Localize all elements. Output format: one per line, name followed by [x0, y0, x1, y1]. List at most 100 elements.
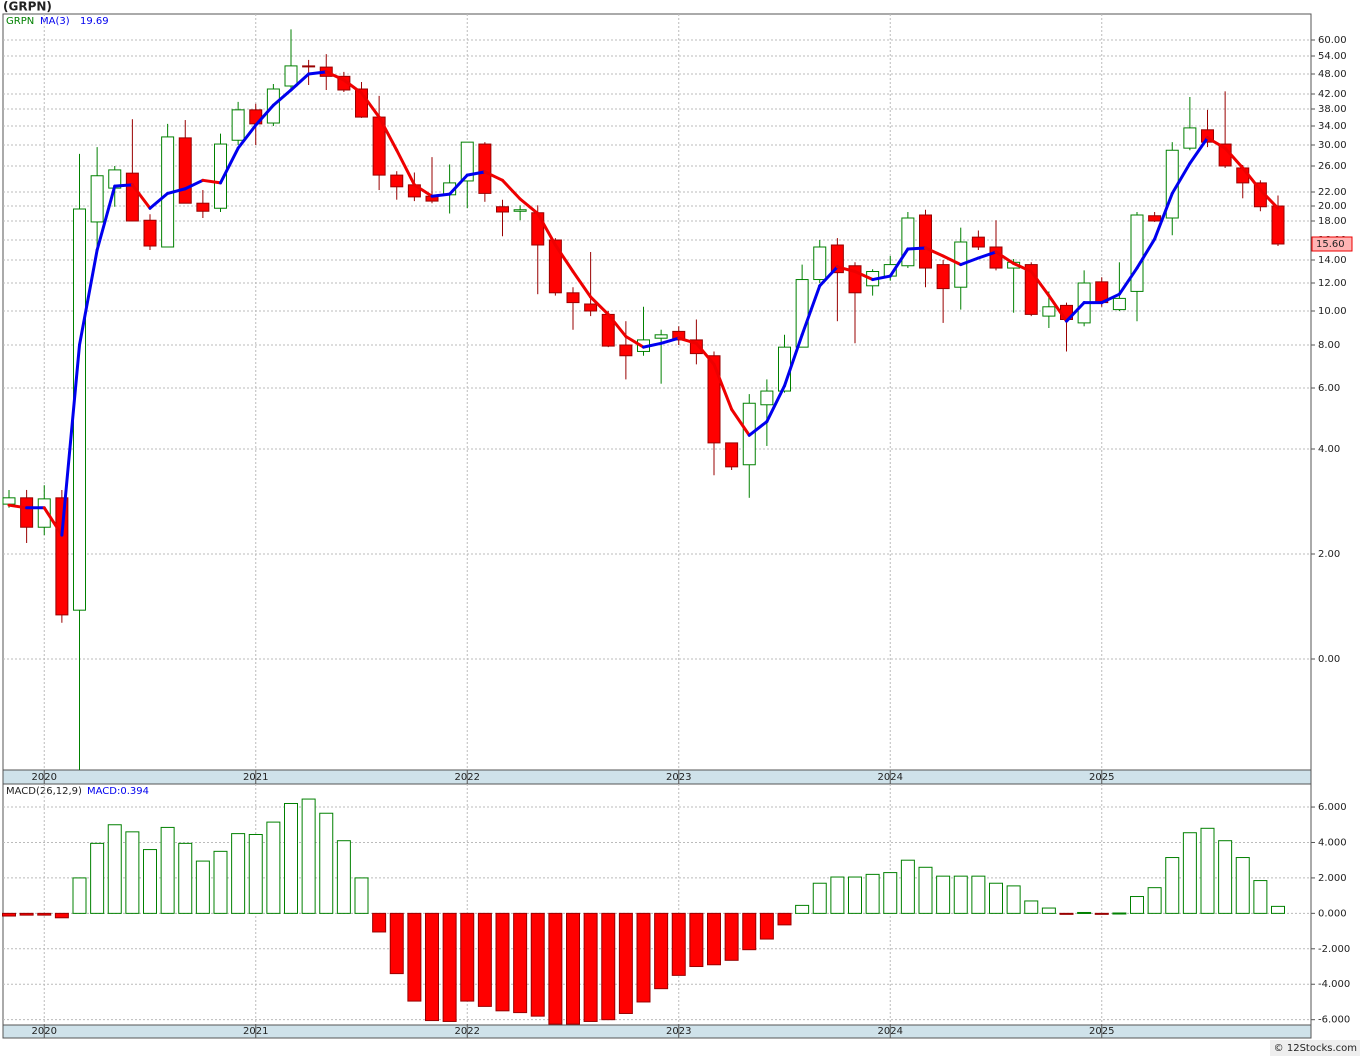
x-tick-label: 2025: [1089, 772, 1114, 783]
macd-bar: [1006, 885, 1021, 914]
macd-bar: [1041, 907, 1056, 914]
x-tick-label: 2020: [32, 1026, 57, 1037]
macd-bar: [566, 912, 580, 1025]
macd-bar: [618, 912, 633, 1014]
macd-bar: [354, 877, 369, 914]
ma-segment: [941, 254, 963, 267]
ma-segment: [60, 343, 81, 537]
y-tick-label: 34.00: [1318, 121, 1347, 132]
macd-bar: [319, 812, 334, 914]
macd-bar: [654, 912, 669, 990]
x-tick-label: 2025: [1089, 1026, 1114, 1037]
y-tick-label: 30.00: [1318, 140, 1347, 151]
macd-bar: [266, 821, 281, 914]
ma-segment: [412, 183, 434, 198]
ma-segment: [677, 336, 698, 345]
candle-body: [989, 246, 1003, 269]
y-tick-label: 8.00: [1318, 340, 1340, 351]
ma-segment: [694, 341, 716, 366]
candle-body: [548, 239, 562, 294]
macd-bar: [1059, 912, 1074, 915]
ma-segment: [924, 246, 945, 258]
ma-segment: [130, 183, 152, 210]
macd-bar: [689, 912, 704, 968]
candle-body: [214, 143, 227, 209]
ma-segment: [95, 184, 117, 252]
ma-segment: [448, 173, 469, 196]
macd-bar: [407, 912, 422, 1002]
macd-bar: [2, 912, 16, 917]
y-tick-label: 14.00: [1318, 255, 1347, 266]
candle-body: [1271, 205, 1285, 245]
candle-body: [125, 172, 139, 222]
macd-bar: [284, 802, 298, 914]
macd-bar: [848, 876, 862, 914]
macd-bar: [513, 912, 528, 1014]
ma-segment: [783, 333, 804, 388]
ma-segment: [78, 248, 99, 347]
macd-bar: [54, 912, 69, 919]
macd-bar: [425, 912, 439, 1022]
ma-segment: [465, 170, 487, 177]
ma-segment: [236, 123, 258, 150]
candle-body: [707, 355, 721, 444]
last-price-label: 15.60: [1316, 239, 1345, 250]
ma-segment: [360, 91, 381, 119]
ma-segment: [254, 103, 275, 127]
ma-segment: [800, 284, 822, 337]
macd-bar: [1024, 900, 1039, 914]
ma-segment: [395, 148, 416, 187]
candle-body: [566, 292, 580, 304]
macd-bar: [107, 824, 122, 914]
x-tick-label: 2023: [666, 772, 691, 783]
ma-segment: [518, 197, 540, 215]
macd-bar: [989, 882, 1003, 914]
ma-segment: [307, 70, 328, 76]
ma-segment: [219, 146, 240, 185]
y-tick-label: 48.00: [1318, 69, 1347, 80]
macd-bar: [742, 912, 757, 951]
ma-segment: [483, 170, 504, 182]
macd-bar: [90, 842, 105, 914]
x-tick-label: 2022: [455, 1026, 480, 1037]
candle-body: [37, 498, 51, 528]
macd-bar: [460, 912, 475, 1002]
macd-bar: [636, 912, 651, 1003]
legend-symbol: GRPN: [6, 16, 34, 27]
ma-segment: [730, 407, 751, 437]
y-tick-label: 42.00: [1318, 89, 1347, 100]
y-tick-label: 10.00: [1318, 306, 1347, 317]
y-tick-label: -4.000: [1318, 979, 1350, 990]
macd-bar: [213, 850, 228, 914]
ma-segment: [976, 250, 998, 260]
macd-bar: [160, 826, 175, 914]
ma-segment: [959, 256, 980, 267]
ma-segment: [289, 72, 311, 92]
ma-segment: [430, 192, 452, 198]
candle-body: [73, 208, 86, 611]
y-tick-label: 4.00: [1318, 444, 1340, 455]
candle-body: [231, 109, 245, 141]
legend-macd-value: MACD:0.394: [87, 786, 149, 797]
y-tick-label: 60.00: [1318, 35, 1347, 46]
ma-segment: [888, 247, 910, 278]
x-tick-label: 2024: [878, 772, 903, 783]
x-tick-label: 2022: [455, 772, 480, 783]
ma-segment: [1135, 237, 1157, 270]
ma-segment: [1065, 301, 1086, 323]
y-tick-label: 2.000: [1318, 873, 1347, 884]
ma-segment: [606, 312, 628, 338]
ma-segment: [1012, 261, 1033, 273]
candle-body: [178, 137, 192, 204]
macd-bar: [231, 833, 246, 914]
y-tick-label: 0.000: [1318, 908, 1347, 919]
macd-bar: [442, 912, 457, 1022]
macd-bar: [37, 912, 52, 916]
ma-segment: [1170, 161, 1192, 195]
macd-bar: [1235, 857, 1250, 914]
ma-segment: [553, 243, 575, 273]
candle-body: [143, 219, 157, 247]
footer-band: [1270, 1040, 1360, 1056]
y-tick-label: 54.00: [1318, 51, 1347, 62]
